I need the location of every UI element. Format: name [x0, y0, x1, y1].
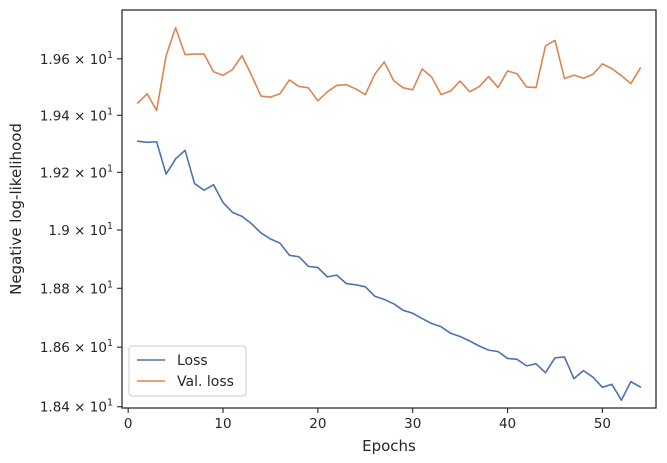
plot-frame	[121, 9, 657, 409]
legend-label-val-loss: Val. loss	[177, 374, 234, 390]
x-tick-label: 10	[214, 416, 231, 432]
series-line-loss	[136, 140, 642, 401]
legend-label-loss: Loss	[177, 353, 208, 369]
y-tick-label: 1.92 × 101	[40, 163, 113, 181]
x-tick-label: 20	[309, 416, 326, 432]
x-tick-label: 50	[594, 416, 611, 432]
x-axis-label: Epochs	[362, 437, 416, 455]
series-layer	[136, 26, 642, 401]
series-line-val-loss	[136, 26, 642, 112]
x-tick-label: 30	[404, 416, 421, 432]
y-axis-label: Negative log-likelihood	[7, 123, 25, 295]
legend-box	[128, 345, 247, 397]
y-tick-label: 1.86 × 101	[40, 338, 113, 356]
x-axis: 0 10 20 30 40 50	[124, 408, 611, 432]
x-tick-label: 40	[499, 416, 516, 432]
y-tick-label: 1.9 × 101	[48, 221, 113, 239]
legend: Loss Val. loss	[128, 345, 247, 397]
plot-background	[122, 10, 656, 408]
y-tick-label: 1.94 × 101	[40, 106, 113, 124]
y-tick-label: 1.84 × 101	[40, 398, 113, 416]
y-tick-label: 1.88 × 101	[40, 279, 113, 297]
y-axis: 1.84 × 101 1.86 × 101 1.88 × 101 1.9 × 101 1…	[40, 50, 122, 416]
y-tick-label: 1.96 × 101	[40, 50, 113, 68]
x-tick-label: 0	[124, 416, 133, 432]
